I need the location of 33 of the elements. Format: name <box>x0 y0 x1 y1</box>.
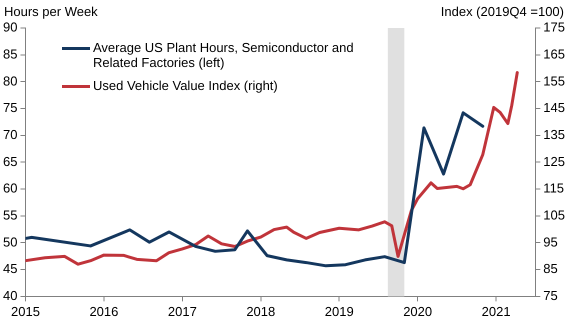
y-tick-label: 80 <box>2 73 18 88</box>
x-tick-label: 2015 <box>11 304 40 319</box>
y2-tick-label: 95 <box>543 234 558 250</box>
y-axis-title: Hours per Week <box>4 4 98 19</box>
x-tick-label: 2016 <box>89 304 118 319</box>
y-tick-label: 65 <box>2 154 18 169</box>
y-tick-label: 40 <box>2 288 18 303</box>
y-tick-label: 75 <box>2 100 18 116</box>
x-tick-label: 2019 <box>324 304 354 319</box>
y2-tick-label: 155 <box>543 73 566 88</box>
y2-tick-label: 125 <box>543 154 566 169</box>
y2-tick-label: 105 <box>543 207 566 222</box>
x-tick-label: 2018 <box>246 304 276 319</box>
y-tick-label: 60 <box>2 180 18 196</box>
y2-tick-label: 145 <box>543 100 566 116</box>
y-tick-label: 55 <box>2 207 18 222</box>
legend-label: Average US Plant Hours, Semiconductor and Related Factories (left) <box>93 40 355 70</box>
x-tick-label: 2017 <box>168 304 197 319</box>
y-tick-label: 90 <box>2 20 18 35</box>
y-tick-label: 85 <box>2 46 18 62</box>
y2-tick-label: 135 <box>543 126 566 142</box>
y-tick-label: 70 <box>2 126 18 142</box>
y-tick-label: 45 <box>2 261 18 276</box>
y2-tick-label: 175 <box>543 20 566 35</box>
y-tick-label: 50 <box>2 234 18 250</box>
x-tick-label: 2020 <box>403 304 432 319</box>
y2-tick-label: 85 <box>543 261 558 276</box>
legend-label: Used Vehicle Value Index (right) <box>93 78 278 93</box>
y2-tick-label: 115 <box>543 180 564 196</box>
x-tick-label: 2021 <box>482 304 511 319</box>
y2-tick-label: 165 <box>543 46 566 62</box>
y2-axis-title: Index (2019Q4 =100) <box>440 4 564 19</box>
y2-tick-label: 75 <box>543 288 558 303</box>
